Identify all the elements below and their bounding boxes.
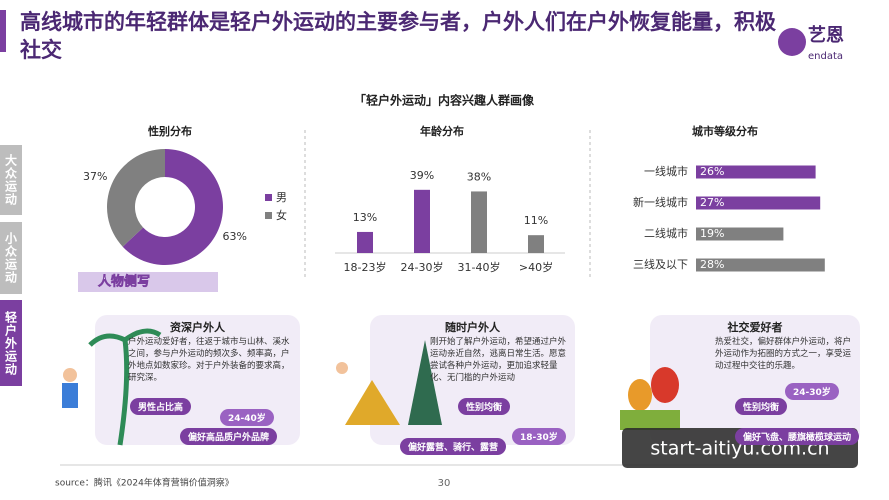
- legend-label: 男: [276, 191, 287, 204]
- source: source：腾讯《2024年体育营销价值洞察》: [55, 477, 234, 489]
- tag: 偏好飞盘、腰旗橄榄球运动: [735, 428, 860, 445]
- pie-slice: [122, 149, 223, 265]
- bar: [414, 189, 430, 253]
- card-title: 社交爱好者: [727, 321, 783, 334]
- hiker-illustration: [62, 383, 78, 408]
- data-label: 11%: [524, 214, 548, 227]
- y-tick-label: 三线及以下: [633, 257, 688, 271]
- bar: [696, 165, 816, 179]
- accent-bar: [0, 10, 6, 52]
- tag: 24-30岁: [785, 383, 839, 400]
- tab: 小众运动: [0, 222, 22, 294]
- y-tick-label: 一线城市: [644, 164, 688, 178]
- section-title: 「轻户外运动」内容兴趣人群画像: [354, 93, 535, 108]
- data-label: 38%: [467, 170, 491, 183]
- blanket-illustration: [620, 410, 680, 430]
- chart-title: 年龄分布: [420, 124, 464, 138]
- people-illustration: [628, 379, 652, 411]
- data-label: 63%: [223, 230, 247, 243]
- data-label: 27%: [700, 196, 724, 209]
- data-label: 13%: [353, 211, 377, 224]
- card-title: 随时户外人: [445, 321, 500, 334]
- page-number: 30: [438, 478, 451, 489]
- bar: [528, 235, 544, 253]
- profile-banner: [78, 272, 218, 292]
- logo-sub: endata: [808, 51, 843, 62]
- card-bg: [650, 315, 860, 445]
- legend-swatch: [265, 194, 272, 201]
- tag: 24-40岁: [220, 409, 274, 426]
- legend-label: 女: [276, 208, 287, 222]
- chart-title: 性别分布: [148, 124, 192, 138]
- bar: [357, 231, 373, 253]
- tag: 性别均衡: [458, 398, 511, 415]
- x-tick-label: 24-30岁: [401, 260, 444, 274]
- tab[interactable]: 轻户外运动: [0, 300, 22, 386]
- bar: [696, 258, 825, 272]
- x-tick-label: 18-23岁: [344, 260, 387, 274]
- tent-illustration: [345, 380, 400, 425]
- tag: 偏好露营、骑行、露营: [400, 438, 507, 455]
- y-tick-label: 二线城市: [644, 226, 688, 240]
- tag: 18-30岁: [512, 428, 566, 445]
- data-label: 19%: [700, 227, 724, 240]
- logo-icon: [778, 28, 806, 56]
- tag: 男性占比高: [130, 398, 192, 415]
- palm-illustration: [88, 328, 162, 446]
- data-label: 28%: [700, 258, 724, 271]
- bar: [471, 191, 487, 253]
- legend-swatch: [265, 212, 272, 219]
- data-label: 26%: [700, 165, 724, 178]
- y-tick-label: 新一线城市: [633, 195, 688, 209]
- tag: 性别均衡: [735, 398, 788, 415]
- person-illustration: [336, 362, 348, 374]
- x-tick-label: >40岁: [519, 260, 553, 274]
- bar: [696, 196, 821, 210]
- bar: [696, 227, 784, 241]
- tab: 大众运动: [0, 145, 22, 215]
- slide-title: 高线城市的年轻群体是轻户外运动的主要参与者，户外人们在户外恢复能量，积极社交: [20, 10, 776, 62]
- card-desc: 热爱社交，偏好群体户外运动，将户外运动作为拓圈的方式之一，享受运动过程中交往的乐…: [715, 337, 852, 371]
- logo: 艺恩: [808, 24, 844, 46]
- tag: 偏好高品质户外品牌: [180, 428, 278, 445]
- card-desc: 刚开始了解户外运动，希望通过户外运动亲近自然，逃离日常生活。愿意尝试各种户外运动…: [430, 337, 567, 383]
- x-tick-label: 31-40岁: [458, 260, 501, 274]
- card-desc: 户外运动爱好者，往返于城市与山林、溪水之间，参与户外运动的频次多、频率高，户外地…: [128, 337, 290, 383]
- hiker-illustration: [63, 368, 77, 382]
- chart-title: 城市等级分布: [692, 124, 758, 138]
- data-label: 37%: [83, 170, 107, 183]
- profile-title: 人物侧写: [98, 274, 150, 290]
- card-title: 资深户外人: [170, 321, 225, 334]
- pie-slice: [106, 149, 165, 247]
- people-illustration: [651, 367, 679, 403]
- data-label: 39%: [410, 169, 434, 182]
- tree-illustration: [408, 340, 442, 425]
